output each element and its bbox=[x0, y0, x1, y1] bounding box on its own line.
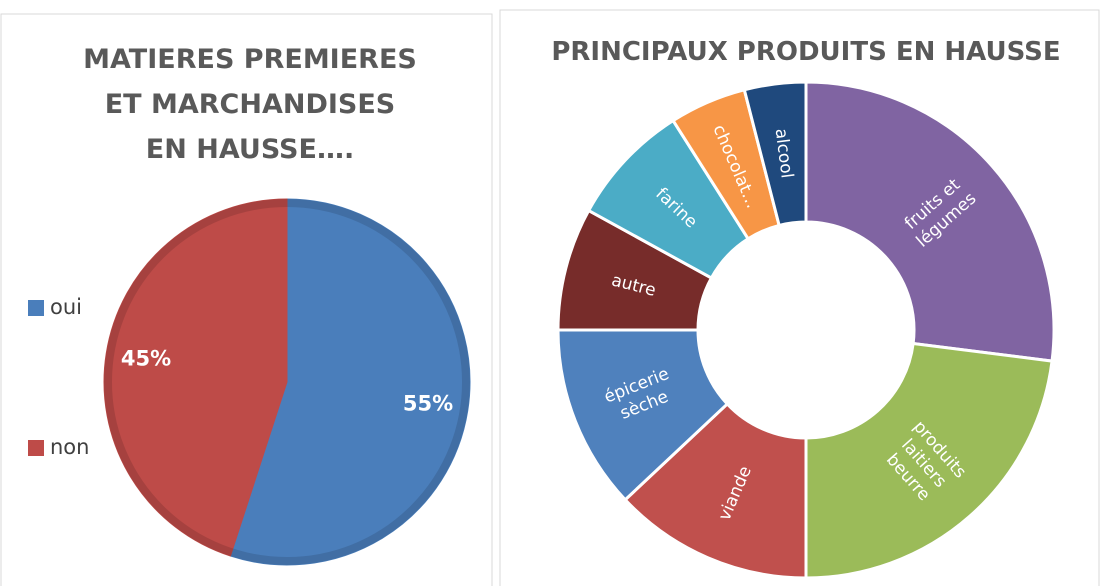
donut-slice bbox=[742, 80, 808, 228]
donut-slice bbox=[623, 401, 808, 580]
legend-label: non bbox=[50, 435, 89, 459]
legend-swatch bbox=[28, 300, 44, 316]
donut-slice bbox=[804, 341, 1054, 580]
donut-slice bbox=[804, 80, 1056, 363]
donut-slice bbox=[556, 328, 730, 502]
chart-title: PRINCIPAUX PRODUITS EN HAUSSE bbox=[551, 37, 1060, 67]
chart-title: MATIERES PREMIERES ET MARCHANDISES EN HAUS… bbox=[83, 44, 417, 165]
panel-border bbox=[499, 9, 1100, 586]
data-label: 55% bbox=[403, 391, 453, 415]
pie-slice bbox=[229, 198, 471, 566]
pie-slice bbox=[103, 198, 288, 557]
panel-border bbox=[0, 13, 493, 586]
pie-rim bbox=[104, 199, 470, 565]
legend-swatch bbox=[28, 440, 44, 456]
data-label: 45% bbox=[121, 347, 171, 371]
legend-label: oui bbox=[50, 295, 82, 319]
